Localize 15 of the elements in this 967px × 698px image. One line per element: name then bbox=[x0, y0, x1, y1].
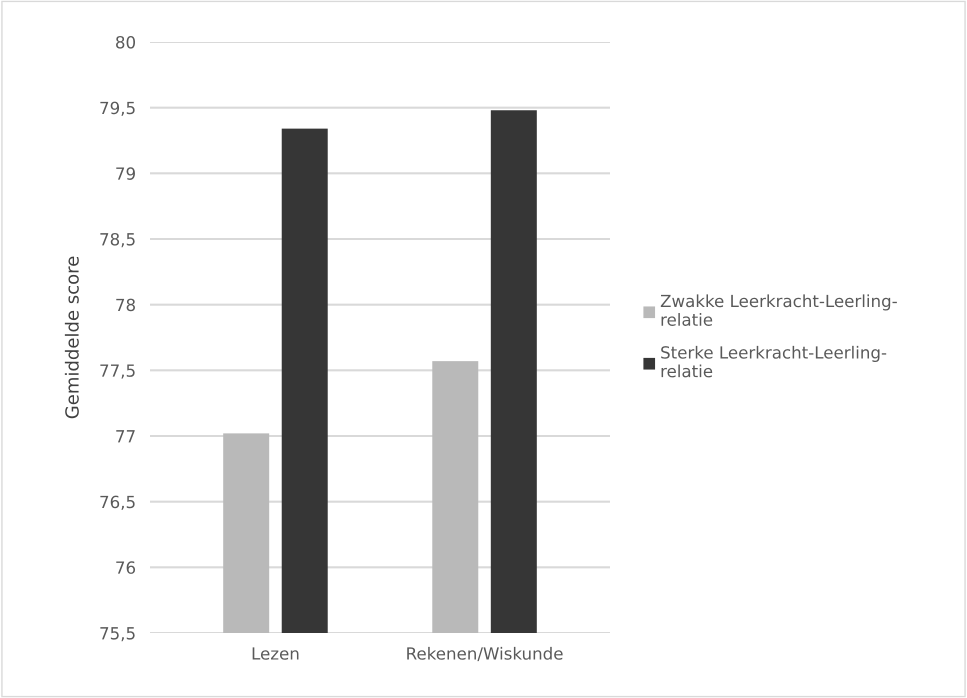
y-tick-label: 77 bbox=[116, 430, 135, 442]
x-tick-label: Rekenen/Wiskunde bbox=[407, 646, 563, 662]
y-tick-label: 79 bbox=[116, 167, 135, 180]
legend-label: Sterke Leerkracht-Leerling-relatie bbox=[661, 346, 886, 378]
y-tick-label: 78,5 bbox=[100, 232, 135, 248]
y-tick-label: 79,5 bbox=[100, 102, 135, 116]
legend-label: Zwakke Leerkracht-Leerling-relatie bbox=[660, 294, 897, 326]
y-tick-label: 78 bbox=[116, 298, 135, 312]
y-tick-label: 77,5 bbox=[100, 364, 135, 379]
y-tick-label: 76,5 bbox=[100, 496, 135, 510]
y-axis-title: Gemiddelde score bbox=[64, 256, 79, 418]
x-tick-label: Lezen bbox=[252, 647, 298, 660]
y-tick-label: 76 bbox=[116, 561, 136, 574]
y-tick-label: 75,5 bbox=[100, 627, 135, 642]
y-tick-label: 80 bbox=[116, 36, 136, 49]
